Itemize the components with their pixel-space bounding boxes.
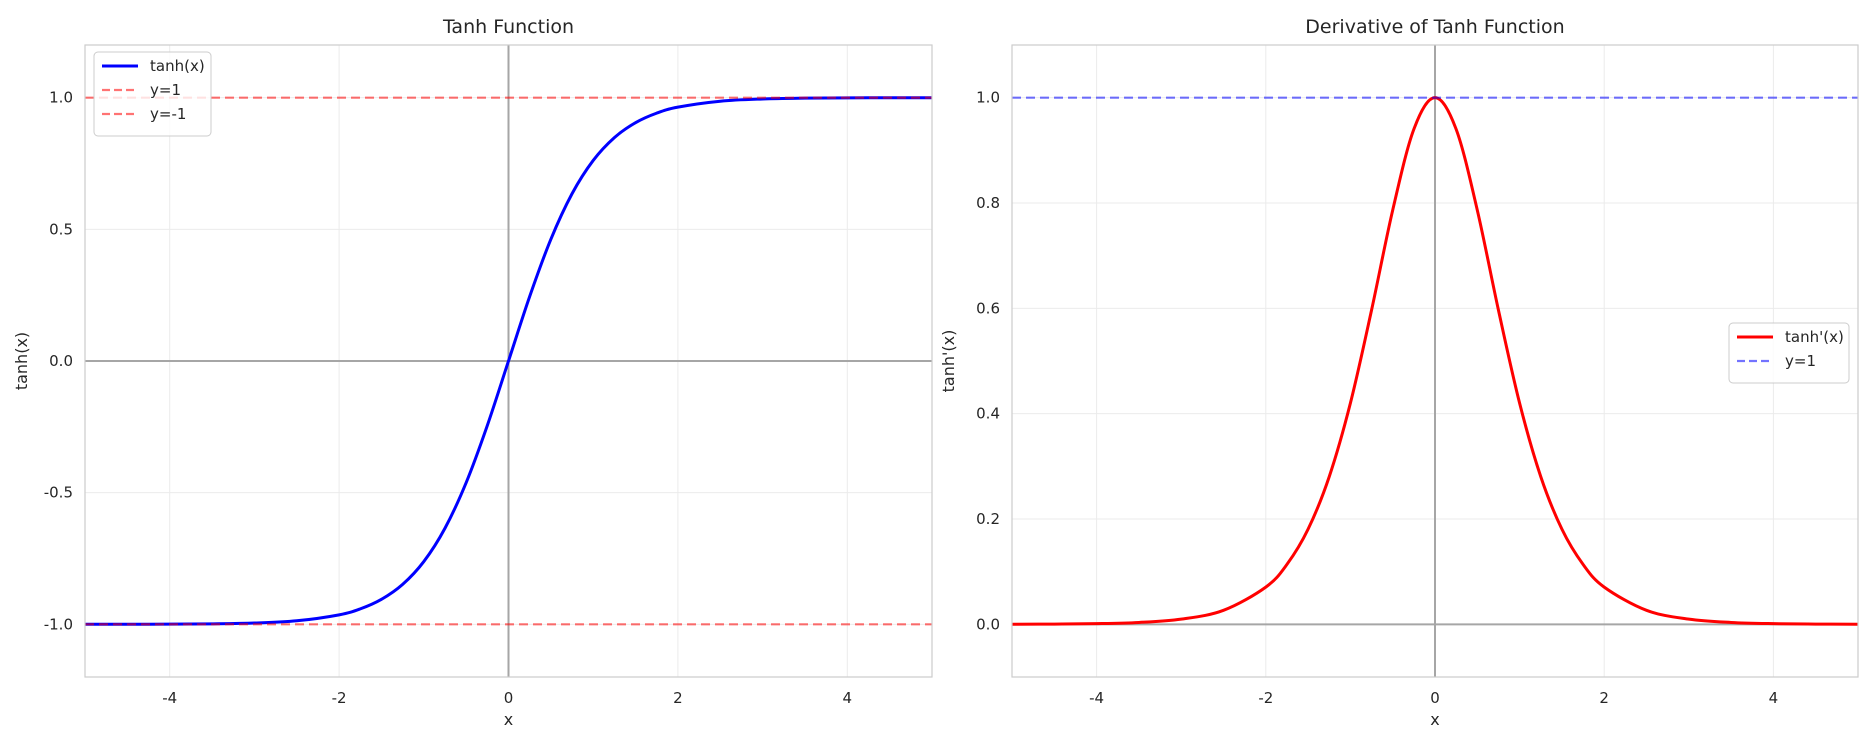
x-axis-label: x <box>504 710 513 729</box>
series-group <box>85 96 932 626</box>
x-tick-label: -2 <box>332 689 347 707</box>
y-axis-label: tanh(x) <box>12 332 31 390</box>
x-tick-label: -4 <box>162 689 177 707</box>
x-tick-label: 4 <box>1769 689 1779 707</box>
legend-label: y=1 <box>150 81 181 99</box>
y-tick-label: 0.8 <box>976 194 1000 212</box>
x-tick-label: -4 <box>1089 689 1104 707</box>
chart-panel-2: -4 -2 0 2 4 0.0 0.2 0.4 0.6 0.8 1.0 Derivative of T… <box>939 16 1859 729</box>
x-tick-label: 2 <box>1599 689 1609 707</box>
x-tick-label: -2 <box>1258 689 1273 707</box>
x-tick-label: 0 <box>504 689 514 707</box>
y-tick-label: 1.0 <box>976 89 1000 107</box>
chart-title: Derivative of Tanh Function <box>1305 16 1564 38</box>
y-axis-label: tanh'(x) <box>939 330 958 393</box>
legend-label: tanh(x) <box>150 57 205 75</box>
y-tick-label: 0.2 <box>976 510 1000 528</box>
x-tick-label: 4 <box>843 689 853 707</box>
y-tick-label: 1.0 <box>49 89 73 107</box>
x-tick-label: 2 <box>673 689 683 707</box>
legend: tanh(x) y=1 y=-1 <box>93 51 212 137</box>
legend-label: tanh'(x) <box>1785 328 1844 346</box>
x-tick-label: 0 <box>1430 689 1440 707</box>
legend-label: y=1 <box>1785 352 1816 370</box>
y-tick-label: 0.4 <box>976 405 1000 423</box>
y-tick-label: -1.0 <box>44 615 73 633</box>
chart-panel-1: -4 -2 0 2 4 -1.0 -0.5 0.0 0.5 1.0 Tanh Function x ta… <box>12 16 933 729</box>
x-axis-label: x <box>1430 710 1439 729</box>
y-tick-label: 0.5 <box>49 220 73 238</box>
legend-box <box>93 51 212 137</box>
y-tick-label: 0.6 <box>976 299 1000 317</box>
y-tick-label: 0.0 <box>49 352 73 370</box>
plot-frame <box>84 44 933 678</box>
y-tick-label: -0.5 <box>44 484 73 502</box>
chart-title: Tanh Function <box>442 16 574 38</box>
series-line-1 <box>85 96 932 626</box>
legend: tanh'(x) y=1 <box>1728 322 1850 384</box>
series-group <box>1012 96 1858 626</box>
legend-label: y=-1 <box>150 105 186 123</box>
y-tick-label: 0.0 <box>976 615 1000 633</box>
plot-frame <box>1011 44 1859 678</box>
